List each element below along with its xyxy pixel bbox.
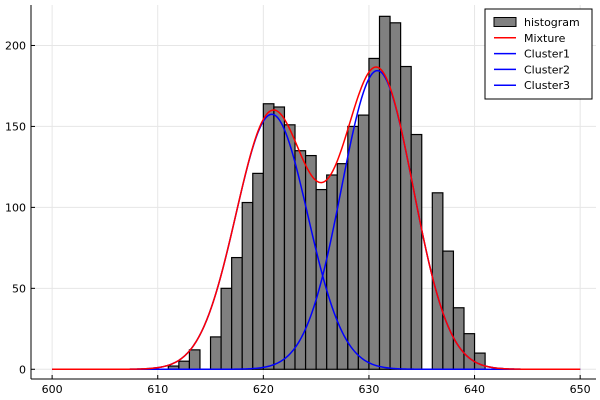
x-tick-label: 650 [570, 383, 591, 396]
series-line-mixture [52, 66, 581, 371]
histogram-bar [304, 154, 317, 370]
histogram-bar [463, 333, 476, 370]
histogram-bar [283, 124, 296, 370]
legend: histogram Mixture Cluster1 Cluster2 Cluster3 [484, 8, 593, 100]
histogram-bar [442, 250, 455, 370]
y-tick-label: 200 [5, 39, 26, 52]
y-tick-label: 0 [19, 363, 26, 376]
legend-label-histogram: histogram [524, 16, 580, 29]
histogram-bars [167, 15, 486, 370]
histogram-bar [410, 133, 423, 370]
y-tick-label: 100 [5, 201, 26, 214]
histogram-bar [368, 57, 381, 370]
x-tick-label: 640 [464, 383, 485, 396]
histogram-bar [357, 114, 370, 370]
histogram-bar [262, 103, 275, 370]
histogram-bar [241, 201, 254, 370]
y-tick-label: 50 [12, 282, 26, 295]
density-curves [52, 66, 581, 371]
histogram-bar [347, 125, 359, 370]
x-tick-label: 620 [253, 383, 274, 396]
histogram-bar [389, 22, 402, 370]
legend-label-cluster2: Cluster2 [524, 63, 570, 76]
legend-swatch-histogram [493, 17, 517, 27]
legend-label-cluster3: Cluster3 [524, 79, 570, 92]
x-tick-labels: 600 610 620 630 640 650 [42, 375, 591, 396]
axes [30, 5, 596, 380]
x-tick-label: 600 [42, 383, 63, 396]
y-tick-label: 150 [5, 120, 26, 133]
histogram-bar [452, 307, 465, 370]
histogram-bar [326, 174, 338, 370]
legend-label-mixture: Mixture [524, 32, 566, 45]
histogram-bar [473, 352, 486, 370]
legend-label-cluster1: Cluster1 [524, 48, 570, 61]
x-tick-label: 610 [147, 383, 168, 396]
histogram-bar [178, 360, 191, 370]
histogram-bar [220, 287, 233, 370]
x-tick-label: 630 [358, 383, 379, 396]
histogram-bar [231, 256, 243, 370]
histogram-bar [273, 106, 286, 370]
histogram-bar [252, 172, 264, 370]
histogram-bar [188, 349, 201, 370]
y-tick-labels: 0 50 100 150 200 [5, 39, 35, 376]
histogram-bar [209, 336, 222, 370]
histogram-bar [400, 65, 412, 370]
